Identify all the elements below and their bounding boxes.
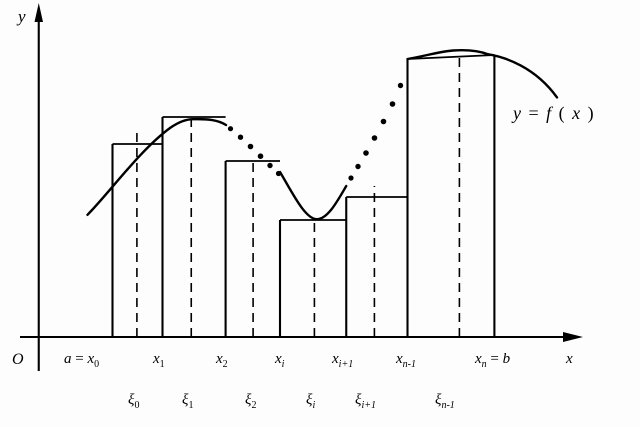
svg-text:y: y (16, 7, 26, 26)
svg-text:y = f ( x ): y = f ( x ) (511, 103, 595, 124)
svg-text:x: x (565, 351, 573, 367)
svg-text:O: O (12, 351, 24, 368)
